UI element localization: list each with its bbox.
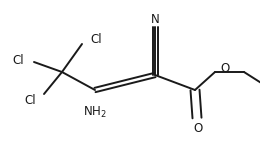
Text: O: O xyxy=(193,121,203,135)
Text: Cl: Cl xyxy=(90,32,102,45)
Text: Cl: Cl xyxy=(12,53,24,67)
Text: O: O xyxy=(220,61,229,75)
Text: Cl: Cl xyxy=(24,93,36,107)
Text: NH$_2$: NH$_2$ xyxy=(83,104,107,120)
Text: N: N xyxy=(151,12,159,25)
